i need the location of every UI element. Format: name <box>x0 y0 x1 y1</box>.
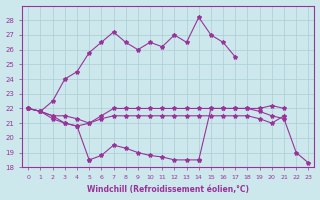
X-axis label: Windchill (Refroidissement éolien,°C): Windchill (Refroidissement éolien,°C) <box>87 185 249 194</box>
